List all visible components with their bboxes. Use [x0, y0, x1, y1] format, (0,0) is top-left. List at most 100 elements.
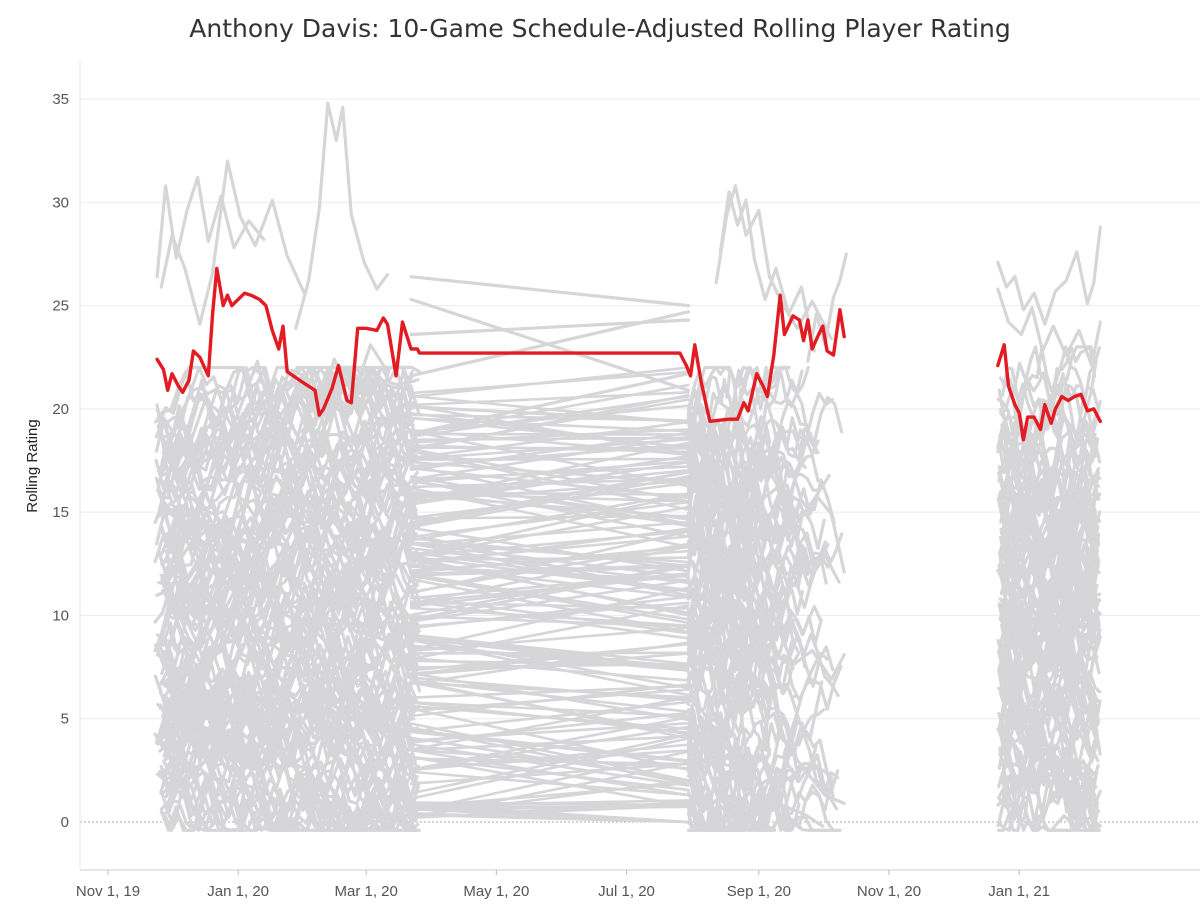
background-series-line	[1000, 666, 1100, 806]
background-series-line	[409, 431, 690, 472]
background-series-line	[163, 722, 413, 832]
background-series-line	[686, 405, 752, 530]
background-series-line	[686, 369, 812, 571]
background-series-line	[409, 684, 690, 700]
y-tick-label: 5	[61, 711, 69, 728]
background-series-line	[161, 763, 414, 832]
background-series-line	[806, 252, 848, 363]
background-series-line	[996, 649, 1098, 741]
background-series-line	[998, 687, 1098, 747]
background-series-line	[686, 429, 790, 528]
background-series-line	[409, 688, 690, 713]
background-series-line	[998, 655, 1102, 743]
background-series-line	[163, 462, 420, 692]
background-series-line	[691, 783, 825, 828]
background-series-line	[686, 646, 799, 710]
y-axis: 0 5 10 15 20 25 30 35	[52, 91, 69, 831]
background-series-line	[409, 404, 690, 456]
background-series-line	[409, 572, 690, 621]
background-series-line	[161, 476, 413, 607]
background-series-line	[686, 395, 844, 553]
background-series-line	[686, 510, 810, 673]
y-axis-label: Rolling Rating	[24, 419, 41, 512]
background-series-line	[409, 275, 691, 308]
y-tick-label: 30	[52, 194, 69, 211]
background-series-line	[996, 775, 1101, 832]
background-series-line	[409, 707, 690, 772]
highlight-series-group	[155, 266, 1103, 442]
background-series-line	[164, 549, 421, 671]
background-series-line	[714, 184, 834, 341]
background-series-line	[1001, 533, 1100, 650]
background-series-line	[409, 743, 690, 787]
background-series-line	[409, 490, 690, 526]
plot-frame	[79, 62, 1200, 871]
background-series-line	[163, 516, 416, 667]
chart-title: Anthony Davis: 10-Game Schedule-Adjusted…	[189, 14, 1011, 43]
background-series-line	[998, 432, 1097, 591]
background-series-line	[409, 310, 691, 378]
background-series-line	[409, 432, 690, 436]
y-tick-label: 10	[52, 607, 69, 624]
background-series-line	[409, 447, 690, 503]
background-series-line	[686, 478, 805, 593]
background-series-line	[409, 804, 690, 809]
background-series-line	[409, 757, 690, 766]
background-series-line	[409, 734, 690, 752]
background-series-line	[686, 726, 840, 814]
highlight-series-line	[996, 343, 1103, 442]
background-series-line	[409, 696, 690, 752]
background-series-line	[718, 190, 816, 353]
background-series-line	[409, 681, 690, 737]
background-series-line	[997, 664, 1098, 800]
background-series-line	[162, 668, 417, 798]
x-tick-label: Nov 1, 19	[76, 883, 140, 900]
background-series-line	[691, 560, 846, 682]
background-series-line	[156, 416, 413, 536]
background-series-line	[409, 563, 690, 599]
background-series-line	[161, 746, 421, 832]
background-series-line	[164, 744, 418, 832]
background-series-line	[686, 385, 818, 483]
background-series-line	[409, 626, 690, 653]
background-series-line	[686, 518, 843, 711]
background-series-line	[161, 365, 413, 462]
y-tick-label: 0	[61, 814, 69, 831]
background-series-line	[1000, 550, 1102, 670]
background-series-line	[409, 577, 690, 634]
background-series-line	[996, 287, 1102, 368]
background-series-line	[294, 101, 390, 330]
background-series-line	[409, 391, 690, 407]
background-series-line	[686, 695, 773, 832]
background-series-line	[159, 159, 306, 326]
background-series-line	[409, 457, 690, 461]
background-series-line	[409, 454, 690, 501]
background-series-line	[409, 800, 690, 820]
background-series-line	[1001, 378, 1102, 446]
background-series-line	[409, 614, 690, 628]
x-tick-label: Sep 1, 20	[727, 883, 791, 900]
background-series-group	[153, 101, 1102, 832]
background-series-line	[409, 526, 690, 573]
background-series-line	[409, 729, 690, 762]
highlight-series-line	[155, 266, 846, 423]
background-series-line	[409, 542, 690, 579]
background-series-line	[409, 546, 690, 585]
background-series-line	[409, 405, 691, 423]
background-series-line	[686, 623, 770, 765]
background-series-line	[409, 470, 690, 525]
y-tick-label: 35	[52, 91, 69, 108]
background-series-line	[409, 563, 690, 617]
background-series-line	[409, 475, 690, 529]
background-series-line	[409, 460, 690, 484]
background-series-line	[409, 492, 690, 542]
background-series-line	[409, 541, 690, 564]
background-series-line	[409, 651, 690, 655]
background-series-line	[409, 565, 690, 621]
background-series-line	[157, 500, 418, 611]
x-tick-label: Jan 1, 20	[207, 883, 269, 900]
background-series-line	[167, 394, 419, 564]
x-axis: Nov 1, 19 Jan 1, 20 Mar 1, 20 May 1, 20 Jul …	[76, 870, 1050, 900]
background-series-line	[155, 343, 390, 491]
background-series-line	[153, 497, 417, 614]
